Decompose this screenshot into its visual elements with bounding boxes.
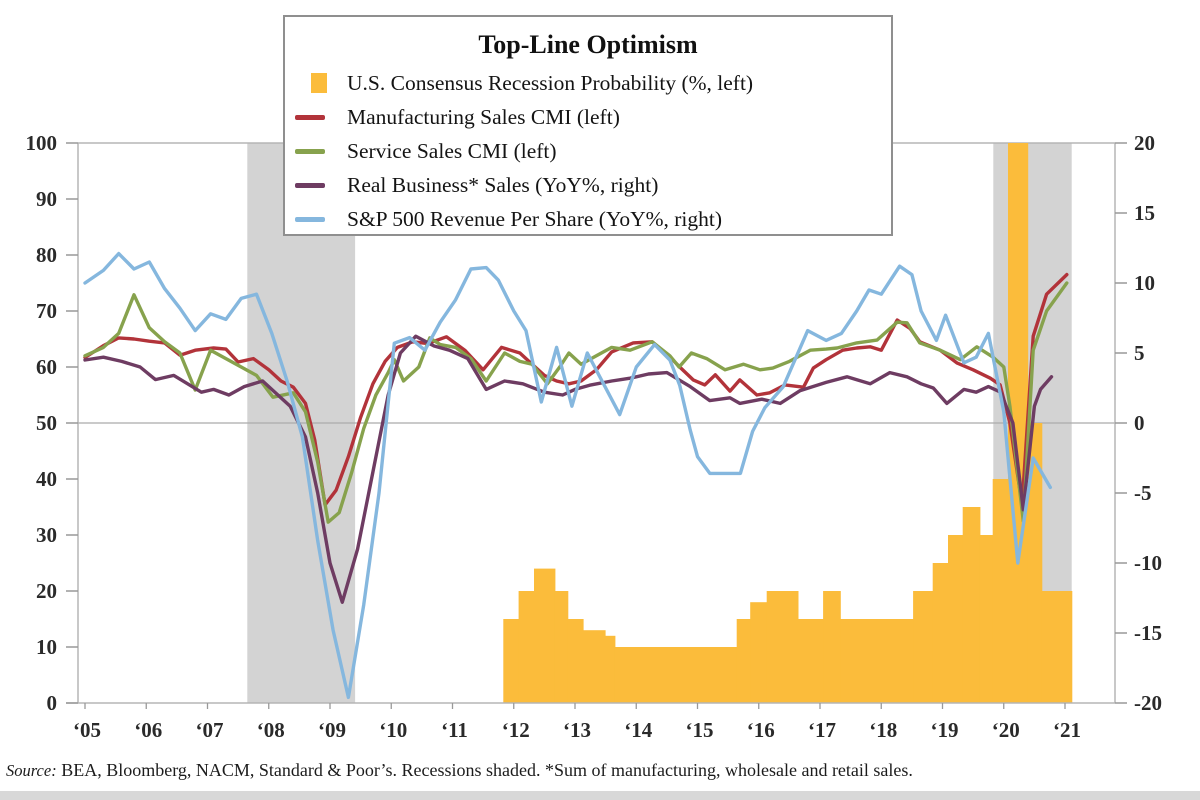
y-right-tick-label: -5 xyxy=(1134,481,1152,505)
legend-item-real-business-sales: Real Business* Sales (YoY%, right) xyxy=(285,168,891,202)
y-right-tick-label: -15 xyxy=(1134,621,1162,645)
recession-probability-bar xyxy=(1027,423,1043,703)
x-tick-label: ‘07 xyxy=(196,718,224,742)
recession-probability-bar xyxy=(614,647,738,703)
x-tick-label: ‘14 xyxy=(624,718,652,742)
legend-item-recession-probability: U.S. Consensus Recession Probability (%,… xyxy=(285,66,891,100)
legend-item-service-cmi: Service Sales CMI (left) xyxy=(285,134,891,168)
x-tick-label: ‘11 xyxy=(441,718,468,742)
recession-probability-bar xyxy=(567,619,584,703)
recession-probability-bar xyxy=(913,591,934,703)
service-line xyxy=(83,281,1069,524)
x-tick-label: ‘20 xyxy=(992,718,1020,742)
y-left-tick-label: 0 xyxy=(47,691,58,715)
x-tick-label: ‘05 xyxy=(73,718,101,742)
recession-probability-bar xyxy=(962,507,981,703)
recession-probability-bar xyxy=(992,479,1009,703)
legend-label: U.S. Consensus Recession Probability (%,… xyxy=(347,70,754,95)
recession-probability-bar xyxy=(823,591,841,703)
y-right-tick-label: 0 xyxy=(1134,411,1145,435)
y-right-tick-label: -10 xyxy=(1134,551,1162,575)
legend-item-manufacturing-cmi: Manufacturing Sales CMI (left) xyxy=(285,100,891,134)
recession-bar-swatch-icon xyxy=(311,73,327,93)
legend-label: S&P 500 Revenue Per Share (YoY%, right) xyxy=(347,206,723,231)
legend-item-sp500-revenue: S&P 500 Revenue Per Share (YoY%, right) xyxy=(285,202,891,236)
y-right-tick-label: 10 xyxy=(1134,271,1155,295)
y-left-tick-label: 60 xyxy=(36,355,57,379)
x-tick-label: ‘21 xyxy=(1053,718,1081,742)
y-left-tick-label: 40 xyxy=(36,467,57,491)
source-prefix: Source: xyxy=(6,761,57,780)
chart-title: Top-Line Optimism xyxy=(478,30,698,59)
recession-probability-bar xyxy=(1041,591,1073,703)
sp500-line-swatch-icon xyxy=(295,216,325,222)
y-right-tick-label: 15 xyxy=(1134,201,1155,225)
x-tick-label: ‘12 xyxy=(502,718,530,742)
recession-probability-bar xyxy=(948,535,964,703)
source-note: Source: BEA, Bloomberg, NACM, Standard &… xyxy=(6,760,1196,781)
recession-probability-bar xyxy=(932,563,949,703)
x-tick-label: ‘16 xyxy=(747,718,775,742)
x-tick-label: ‘13 xyxy=(563,718,591,742)
y-left-tick-label: 30 xyxy=(36,523,57,547)
recession-probability-bar xyxy=(554,591,569,703)
legend-label: Service Sales CMI (left) xyxy=(347,138,557,163)
service-line-swatch-icon xyxy=(295,148,325,154)
x-tick-label: ‘17 xyxy=(808,718,836,742)
sp500-line xyxy=(83,251,1052,700)
recession-probability-bar xyxy=(583,630,606,703)
recession-probability-bar xyxy=(766,591,799,703)
source-text: BEA, Bloomberg, NACM, Standard & Poor’s.… xyxy=(56,760,913,780)
x-tick-label: ‘09 xyxy=(318,718,346,742)
recession-probability-bar xyxy=(736,619,751,703)
y-left-tick-label: 20 xyxy=(36,579,57,603)
y-left-tick-label: 90 xyxy=(36,187,57,211)
chart-canvas: 100908070605040302010020151050-5-10-15-2… xyxy=(26,131,1163,742)
recession-probability-bar xyxy=(518,591,535,703)
manufacturing-line-swatch-icon xyxy=(295,114,325,120)
legend-label: Real Business* Sales (YoY%, right) xyxy=(347,172,659,197)
business-line-swatch-icon xyxy=(295,182,325,188)
recession-probability-bar xyxy=(503,619,520,703)
recession-probability-bar xyxy=(534,568,556,703)
recession-probability-bar xyxy=(840,619,914,703)
recession-probability-bar xyxy=(798,619,824,703)
window-bottom-edge xyxy=(0,791,1200,800)
x-tick-label: ‘18 xyxy=(869,718,897,742)
x-tick-label: ‘06 xyxy=(134,718,162,742)
recession-probability-bar xyxy=(979,535,994,703)
x-tick-label: ‘10 xyxy=(379,718,407,742)
y-left-tick-label: 50 xyxy=(36,411,57,435)
y-left-tick-label: 70 xyxy=(36,299,57,323)
business-line xyxy=(83,334,1054,604)
recession-probability-bar xyxy=(1008,143,1029,703)
y-left-tick-label: 10 xyxy=(36,635,57,659)
x-tick-label: ‘08 xyxy=(257,718,285,742)
y-right-tick-label: -20 xyxy=(1134,691,1162,715)
y-left-tick-label: 100 xyxy=(26,131,58,155)
y-left-tick-label: 80 xyxy=(36,243,57,267)
recession-probability-bar xyxy=(750,602,768,703)
x-tick-label: ‘19 xyxy=(931,718,959,742)
legend-label: Manufacturing Sales CMI (left) xyxy=(347,104,620,129)
recession-probability-bar xyxy=(605,635,616,703)
x-tick-label: ‘15 xyxy=(686,718,714,742)
y-right-tick-label: 20 xyxy=(1134,131,1155,155)
chart-legend: Top-Line Optimism U.S. Consensus Recessi… xyxy=(283,15,893,236)
y-right-tick-label: 5 xyxy=(1134,341,1145,365)
